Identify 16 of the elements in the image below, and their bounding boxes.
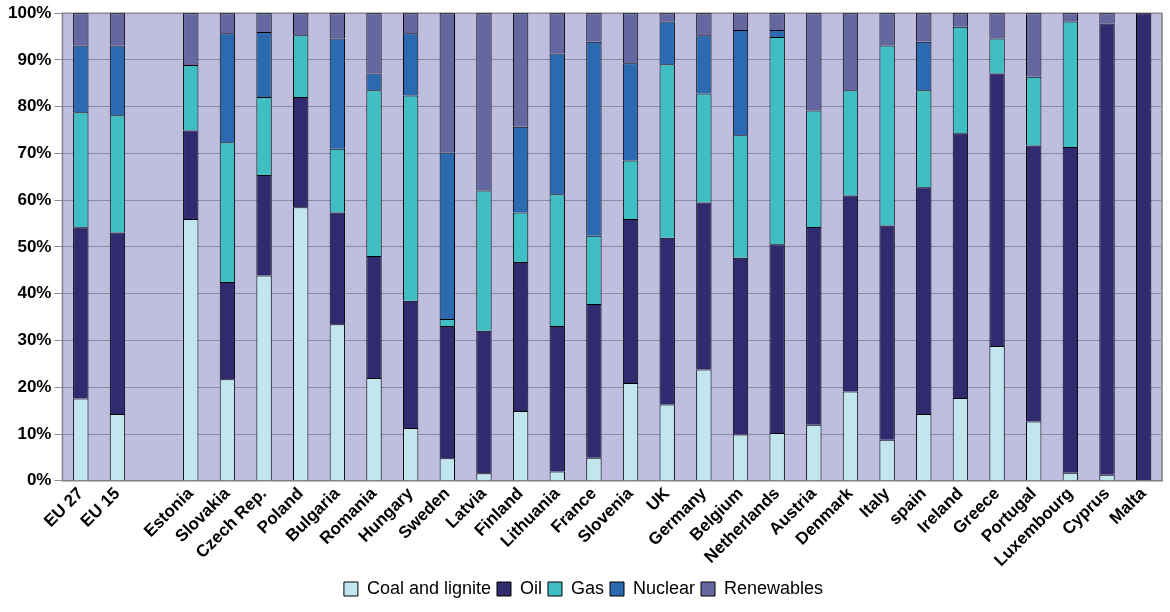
y-tick-label: 20% <box>17 376 52 396</box>
legend-label: Coal and lignite <box>366 577 491 598</box>
y-tick-label: 40% <box>17 283 52 303</box>
y-tick-label: 0% <box>26 470 52 490</box>
legend-label: Renewables <box>724 577 824 598</box>
y-tick-label: 90% <box>17 49 52 69</box>
y-tick-label: 80% <box>17 96 52 116</box>
y-tick-label: 100% <box>8 2 52 22</box>
legend-label: Gas <box>570 577 605 598</box>
y-tick-label: 50% <box>17 236 52 256</box>
y-tick-label: 30% <box>17 330 52 350</box>
legend-label: Nuclear <box>633 577 696 598</box>
y-tick-label: 70% <box>17 143 52 163</box>
y-tick-label: 60% <box>17 189 52 209</box>
y-tick-label: 10% <box>17 423 52 443</box>
legend-label: Oil <box>519 577 542 598</box>
